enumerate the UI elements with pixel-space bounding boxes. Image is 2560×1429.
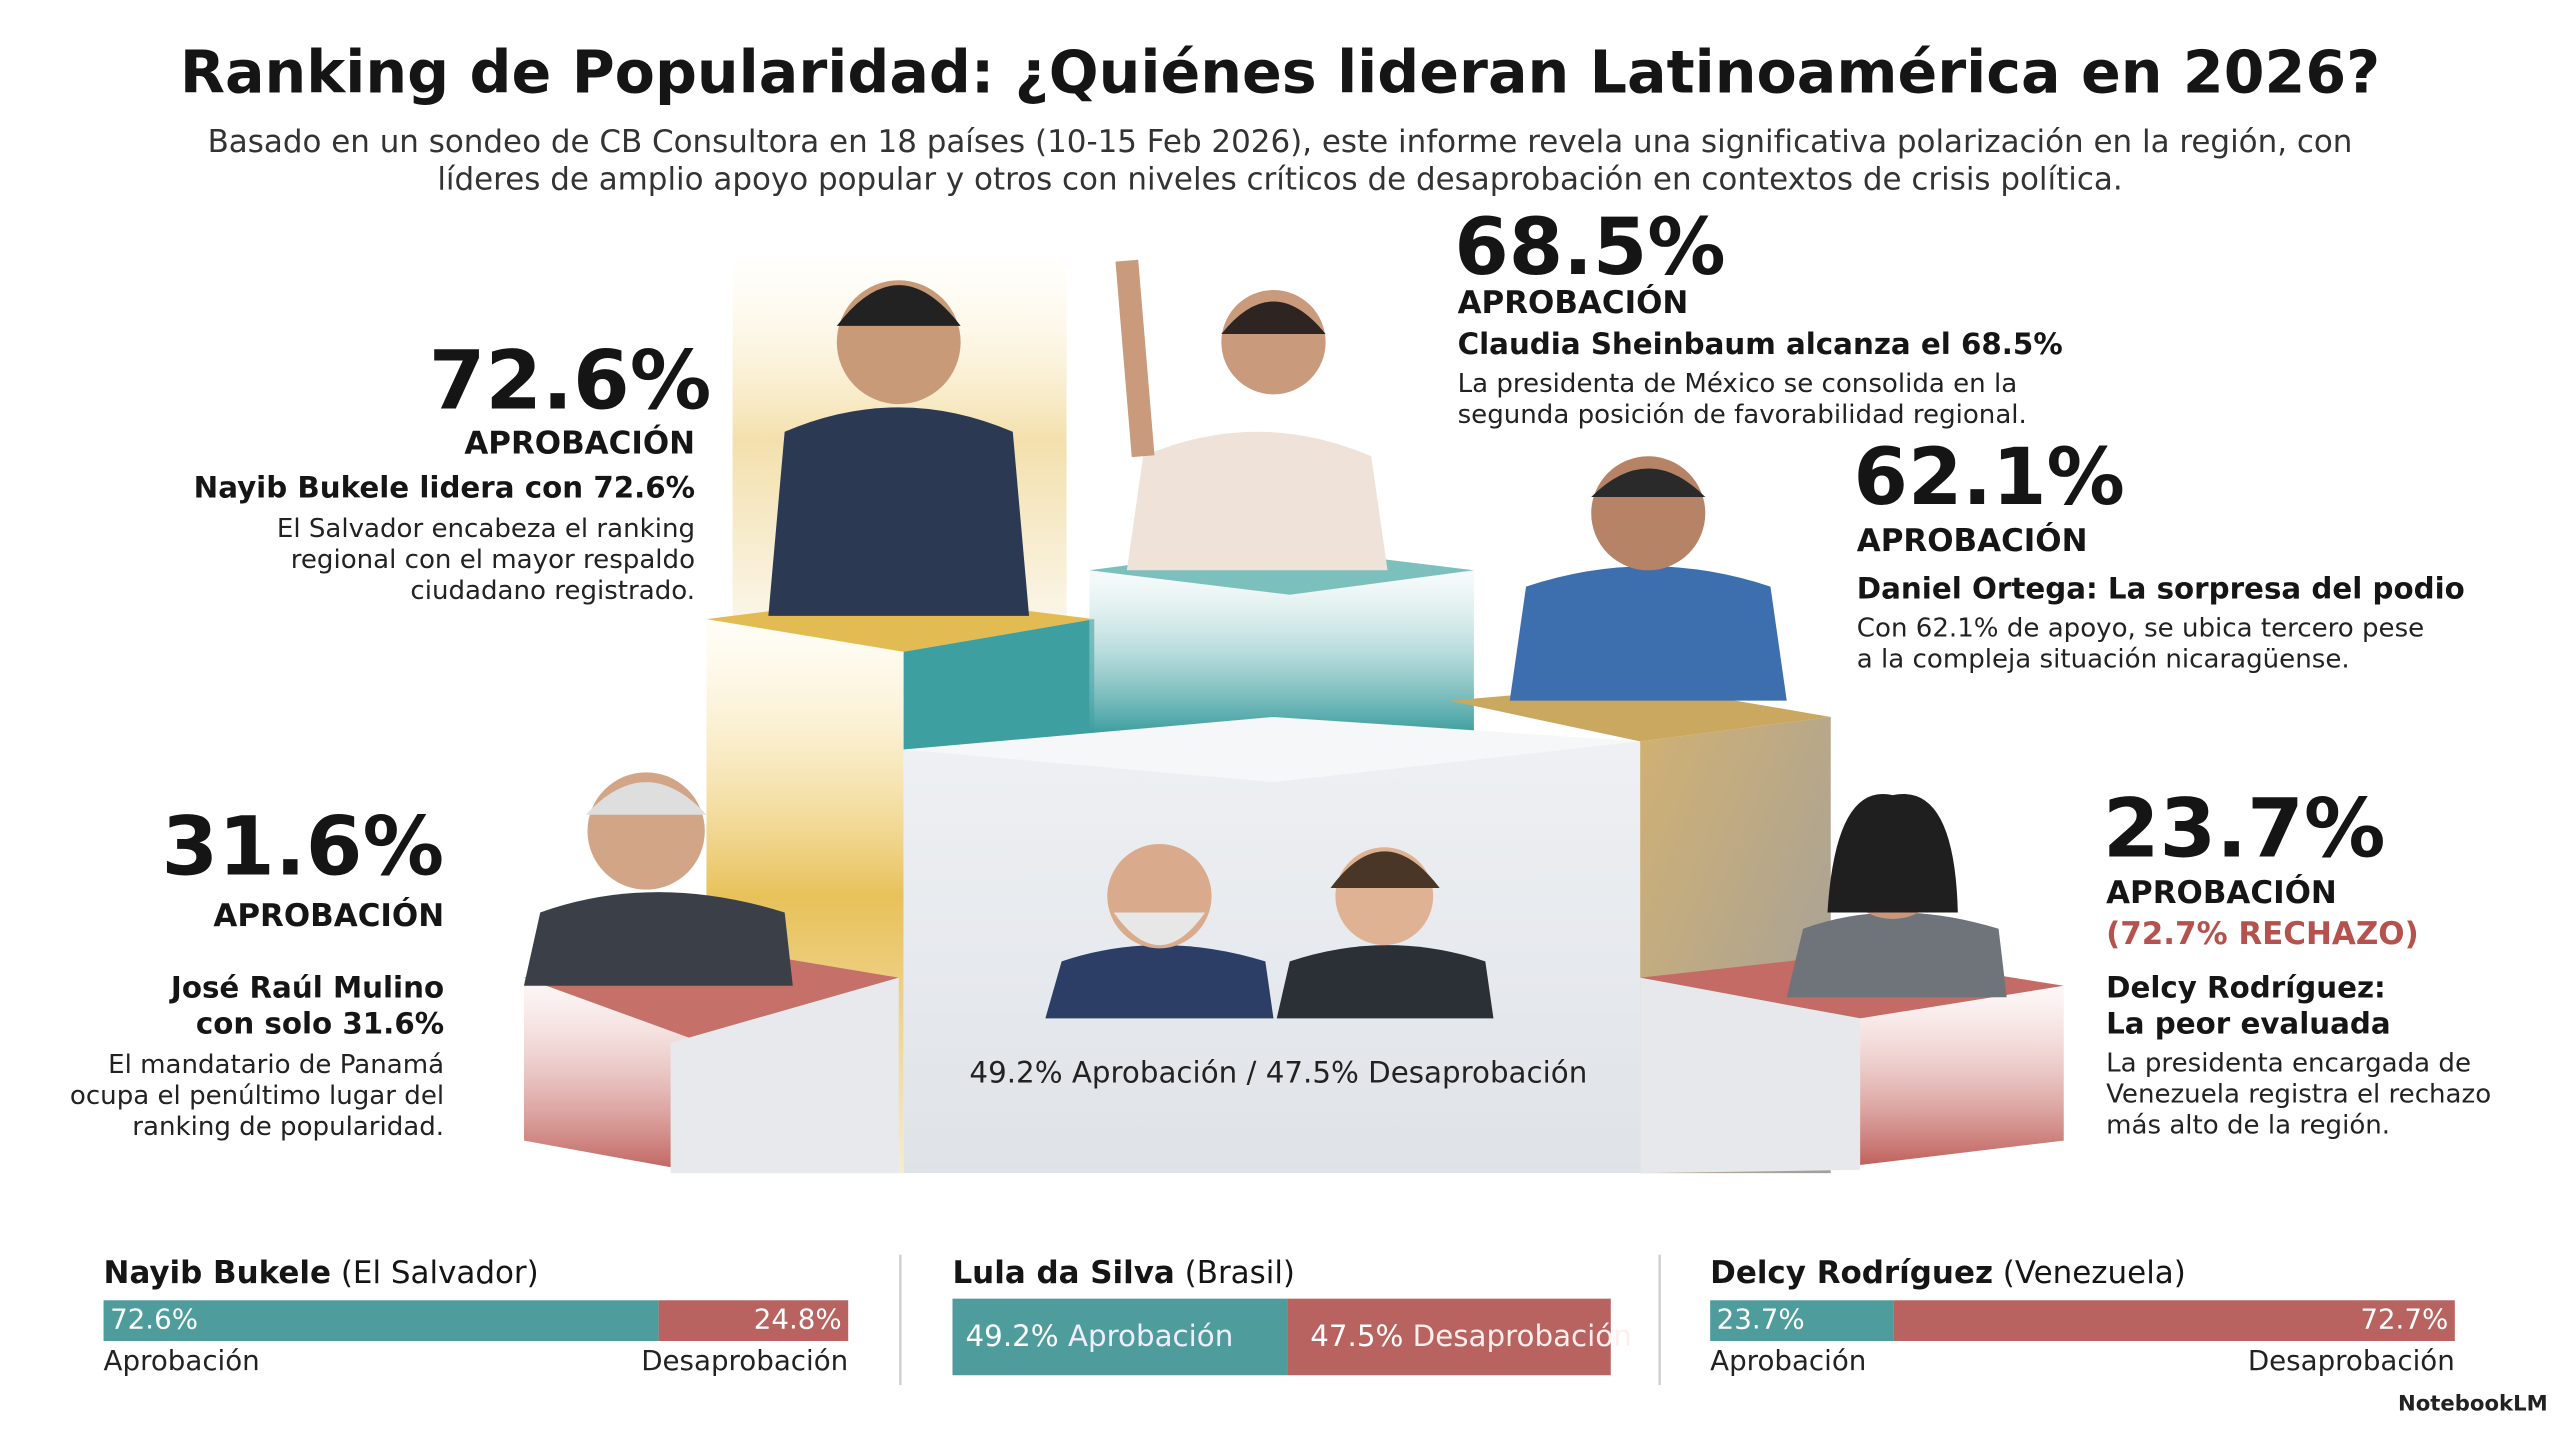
- disapproval-bar: [1287, 1298, 1611, 1376]
- approval-label: APROBACIÓN: [1857, 522, 2088, 559]
- headline: José Raúl Mulino: [169, 971, 444, 1005]
- description: Venezuela registra el rechazo: [2106, 1079, 2491, 1109]
- approval-label: APROBACIÓN: [1458, 284, 1689, 321]
- approval-text: 49.2% Aprobación: [966, 1318, 1234, 1352]
- title: Ranking de Popularidad: ¿Quiénes lideran…: [180, 39, 2380, 107]
- approval-label: APROBACIÓN: [213, 897, 444, 934]
- headline: Claudia Sheinbaum alcanza el 68.5%: [1458, 327, 2063, 361]
- description: La presidenta encargada de: [2106, 1049, 2471, 1079]
- approval-label: APROBACIÓN: [2106, 874, 2337, 911]
- approval-bar: [952, 1298, 1288, 1376]
- leader-name: Nayib Bukele: [104, 1255, 331, 1291]
- approval-word: Aprobación: [104, 1344, 260, 1377]
- approval-percent: 31.6%: [161, 800, 444, 895]
- subtitle: Basado en un sondeo de CB Consultora en …: [208, 124, 2353, 160]
- approval-word: Aprobación: [1068, 1318, 1233, 1352]
- approval-value: 49.2%: [966, 1318, 1059, 1352]
- description: más alto de la región.: [2106, 1110, 2390, 1140]
- country: (El Salvador): [341, 1255, 539, 1291]
- description: ocupa el penúltimo lugar del: [70, 1081, 444, 1111]
- center-caption: 49.2% Aprobación / 47.5% Desaprobación: [969, 1055, 1587, 1089]
- disapproval-value: 24.8%: [754, 1303, 842, 1336]
- approval-bar: [1710, 1300, 1894, 1342]
- approval-percent: 23.7%: [2103, 782, 2386, 877]
- description: a la compleja situación nicaragüense.: [1857, 644, 2350, 674]
- disapproval-word: Desaprobación: [2248, 1344, 2455, 1377]
- approval-bar: [103, 1300, 659, 1342]
- disapproval-word: Desaprobación: [641, 1344, 848, 1377]
- portraits: [523, 259, 2007, 1019]
- approval-value: 72.6%: [110, 1303, 198, 1336]
- comparison-title: Nayib Bukele (El Salvador): [104, 1255, 539, 1291]
- approval-percent: 72.6%: [429, 334, 712, 429]
- approval-value: 23.7%: [1717, 1303, 1805, 1336]
- description: El mandatario de Panamá: [108, 1050, 444, 1080]
- leader-name: Lula da Silva: [952, 1255, 1174, 1291]
- brand: NotebookLM: [2398, 1391, 2548, 1416]
- approval-percent: 62.1%: [1854, 432, 2125, 523]
- comparison-title: Delcy Rodríguez (Venezuela): [1710, 1255, 2186, 1291]
- disapproval-value: 47.5%: [1310, 1318, 1403, 1352]
- country: (Brasil): [1185, 1255, 1295, 1291]
- description: Con 62.1% de apoyo, se ubica tercero pes…: [1857, 613, 2424, 643]
- disapproval-word: Desaprobación: [1413, 1318, 1632, 1352]
- country: (Venezuela): [2003, 1255, 2186, 1291]
- description: regional con el mayor respaldo: [291, 545, 695, 575]
- headline: con solo 31.6%: [196, 1006, 444, 1040]
- leader-name: Delcy Rodríguez: [1710, 1255, 1993, 1291]
- headline: Delcy Rodríguez:: [2106, 971, 2386, 1005]
- disapproval-bar: [658, 1300, 849, 1342]
- approval-label: APROBACIÓN: [464, 424, 695, 461]
- rejection-label: (72.7% RECHAZO): [2106, 916, 2419, 952]
- disapproval-value: 72.7%: [2360, 1303, 2448, 1336]
- headline: Daniel Ortega: La sorpresa del podio: [1857, 571, 2465, 605]
- disapproval-bar: [1893, 1300, 2455, 1342]
- subtitle: líderes de amplio apoyo popular y otros …: [437, 161, 2122, 197]
- description: segunda posición de favorabilidad region…: [1458, 400, 2027, 430]
- description: El Salvador encabeza el ranking: [277, 514, 695, 544]
- disapproval-text: 47.5% Desaprobación: [1310, 1318, 1632, 1352]
- description: La presidenta de México se consolida en …: [1458, 369, 2018, 399]
- description: ranking de popularidad.: [132, 1112, 444, 1142]
- headline: Nayib Bukele lidera con 72.6%: [194, 470, 695, 504]
- approval-word: Aprobación: [1710, 1344, 1866, 1377]
- approval-percent: 68.5%: [1454, 202, 1725, 293]
- description: ciudadano registrado.: [410, 576, 695, 606]
- headline: La peor evaluada: [2106, 1006, 2391, 1040]
- comparison-title: Lula da Silva (Brasil): [952, 1255, 1295, 1291]
